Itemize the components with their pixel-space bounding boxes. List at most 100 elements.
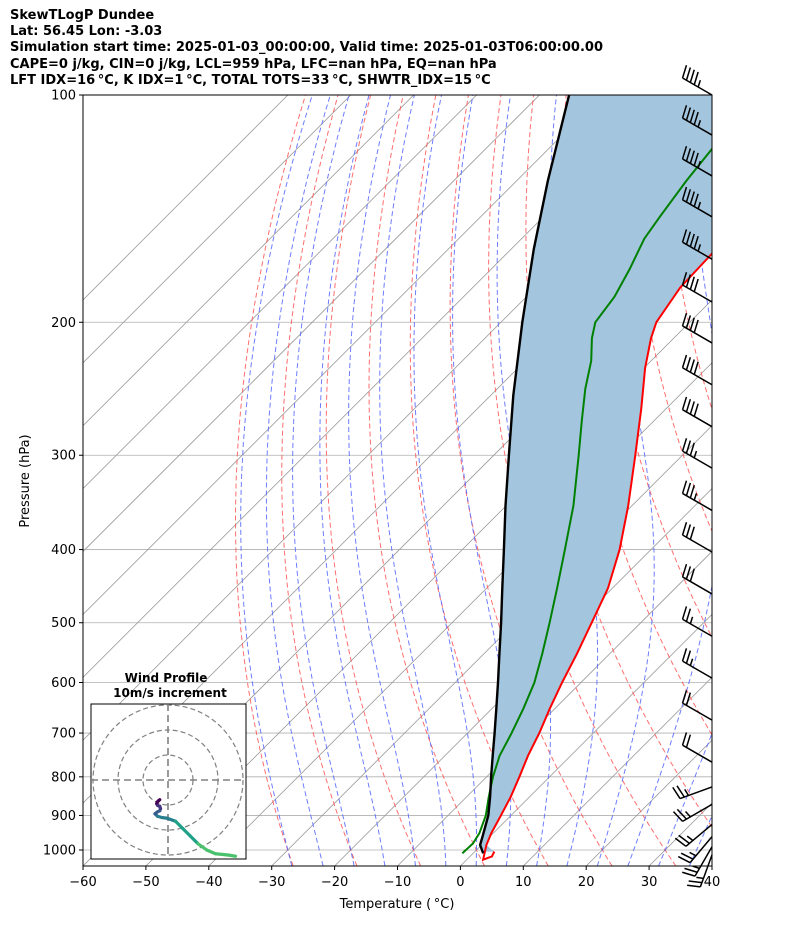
barb-half-flag (686, 835, 694, 842)
barb-half-flag (697, 201, 702, 210)
barb-flag (685, 274, 692, 288)
barb-flag (685, 608, 692, 622)
barb-flag (676, 785, 685, 798)
barb-flag (681, 105, 688, 119)
chart-header: SkewTLogP Dundee Lat: 56.45 Lon: -3.03 S… (10, 8, 790, 89)
inset-title: Wind Profile (125, 671, 208, 685)
x-tick-label: 30 (641, 875, 658, 890)
barb-staff (682, 77, 713, 96)
wind-barb (681, 229, 713, 260)
moist-adiabat (265, 95, 331, 866)
moist-adiabat (240, 95, 313, 866)
y-tick-label: 800 (51, 770, 76, 785)
barb-flag (685, 107, 692, 121)
barb-flag (693, 111, 699, 126)
barb-staff (682, 117, 713, 136)
wind-barb (687, 854, 713, 888)
barb-staff (682, 803, 713, 822)
barb-flag (693, 278, 699, 292)
barb-flag (672, 811, 684, 822)
y-axis-label: Pressure (hPa) (18, 434, 33, 527)
hodograph-segment (226, 853, 238, 858)
isotherm-line (83, 95, 540, 553)
barb-half-flag (697, 79, 702, 88)
barb-flag (684, 867, 698, 873)
isotherm-line (83, 95, 666, 678)
barb-staff (679, 786, 713, 800)
barb-flag (689, 276, 695, 290)
dry-adiabat (762, 95, 794, 866)
wind-barb (681, 438, 713, 469)
dry-adiabat (663, 95, 712, 411)
moist-adiabat (319, 95, 386, 866)
barb-flag (681, 606, 688, 620)
barb-staff (682, 325, 713, 344)
barb-flag (693, 361, 699, 375)
y-tick-label: 600 (51, 676, 76, 691)
x-tick-label: −60 (69, 875, 96, 890)
barb-flag (681, 354, 688, 369)
barb-flag (689, 233, 695, 247)
x-tick-label: −20 (321, 875, 348, 890)
barb-half-flag (697, 160, 702, 169)
barb-flag (688, 880, 703, 884)
barb-flag (685, 734, 692, 748)
barb-staff (699, 854, 713, 888)
y-tick-label: 900 (51, 809, 76, 824)
hodograph-segment (181, 827, 193, 838)
hodograph-segment (196, 842, 209, 852)
barb-flag (689, 401, 695, 415)
barb-flag (685, 67, 692, 81)
isotherm-line (460, 613, 712, 866)
barb-staff (682, 576, 713, 595)
y-tick-label: 300 (51, 449, 76, 464)
wind-barb (681, 732, 713, 763)
barb-flag (681, 186, 688, 201)
hodograph-segment (213, 852, 230, 857)
isotherm-line (523, 676, 712, 866)
dry-adiabat (729, 95, 794, 866)
barb-flag (689, 109, 695, 123)
index-line: LFT IDX=16 °C, K IDX=1 °C, TOTAL TOTS=33… (10, 72, 491, 88)
profiles (461, 95, 712, 862)
moist-adiabat (627, 95, 712, 866)
barb-staff (682, 284, 713, 303)
barb-staff (682, 450, 713, 469)
wind-barb (681, 648, 713, 679)
barb-flag (685, 650, 692, 664)
barb-flag (676, 808, 688, 820)
moist-adiabat (720, 95, 794, 866)
barb-flag (681, 65, 688, 79)
y-tick-label: 400 (51, 543, 76, 558)
parcel-shading (480, 95, 712, 852)
barb-flag (693, 235, 699, 250)
barb-flag (681, 438, 688, 452)
y-tick-label: 700 (51, 727, 76, 742)
wind-profile-inset: Wind Profile 10m/s increment (90, 671, 247, 860)
x-tick-label: 20 (578, 875, 595, 890)
barb-flag (685, 315, 692, 329)
wind-barb (674, 823, 713, 847)
barb-flag (689, 150, 695, 164)
barb-flag (681, 396, 688, 410)
barb-flag (681, 732, 688, 746)
x-tick-label: 0 (456, 875, 464, 890)
wind-barb (681, 522, 713, 553)
barb-flag (678, 834, 690, 845)
moist-adiabat (348, 95, 416, 866)
barb-flag (693, 319, 699, 333)
moist-adiabat (452, 95, 512, 866)
barb-flag (681, 690, 688, 704)
isotherm-line (83, 95, 603, 615)
wind-barb (681, 145, 713, 177)
barb-flag (689, 442, 695, 456)
dewpoint-line (461, 147, 712, 855)
y-tick-label: 100 (51, 89, 76, 104)
barb-flag (685, 524, 692, 538)
dry-adiabat (409, 95, 549, 866)
location-line: Lat: 56.45 Lon: -3.03 (10, 24, 163, 40)
inset-subtitle: 10m/s increment (113, 686, 227, 700)
wind-barbs (672, 65, 713, 888)
barb-staff (682, 409, 713, 428)
